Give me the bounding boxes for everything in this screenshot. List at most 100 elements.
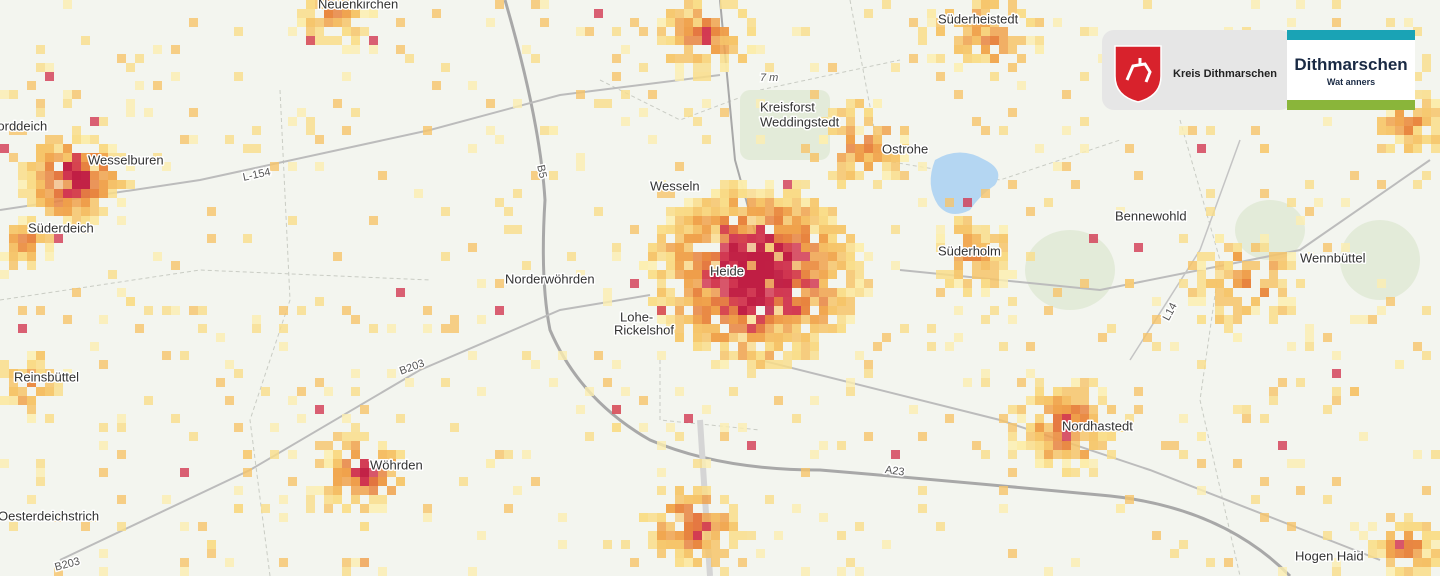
density-cell [738,54,747,63]
density-cell [45,369,54,378]
density-cell [765,360,774,369]
density-cell [612,405,621,414]
density-cell [612,252,621,261]
density-cell [954,306,963,315]
density-cell [81,198,90,207]
density-cell [333,36,342,45]
place-label: Süderdeich [28,220,94,235]
density-cell [1179,234,1188,243]
density-cell [351,495,360,504]
density-cell [1017,9,1026,18]
density-cell [1332,18,1341,27]
density-cell [279,558,288,567]
density-cell [27,252,36,261]
density-cell [729,531,738,540]
density-cell [9,261,18,270]
density-cell [36,387,45,396]
density-cell [81,216,90,225]
density-cell [63,180,72,189]
density-cell [756,99,765,108]
density-cell [657,468,666,477]
density-cell [72,126,81,135]
density-cell [1413,27,1422,36]
density-cell [0,396,9,405]
density-cell [324,459,333,468]
density-cell [117,522,126,531]
density-cell [756,279,765,288]
density-cell [828,117,837,126]
density-cell [360,522,369,531]
density-cell [1431,450,1440,459]
density-cell [1269,315,1278,324]
density-cell [711,189,720,198]
density-cell [999,504,1008,513]
density-cell [108,189,117,198]
place-label: Norddeich [0,118,47,133]
density-cell [693,315,702,324]
density-cell [738,270,747,279]
density-cell [936,27,945,36]
density-cell [855,351,864,360]
density-cell [819,297,828,306]
density-cell [1179,540,1188,549]
density-cell [729,0,738,9]
density-cell [720,198,729,207]
density-cell [369,495,378,504]
density-cell [675,432,684,441]
density-cell [792,270,801,279]
density-cell [252,315,261,324]
density-cell [990,0,999,9]
density-cell [819,216,828,225]
density-cell [531,171,540,180]
place-label: Wesseln [650,178,700,193]
density-cell [1269,261,1278,270]
density-cell [126,108,135,117]
density-cell [153,153,162,162]
density-cell [522,450,531,459]
density-cell [999,279,1008,288]
density-cell [810,315,819,324]
density-cell [90,153,99,162]
density-cell [774,306,783,315]
density-cell [0,252,9,261]
density-cell [1026,432,1035,441]
density-cell [846,126,855,135]
density-cell [99,162,108,171]
density-cell [837,567,846,576]
density-cell [666,216,675,225]
density-cell [873,153,882,162]
density-cell [783,306,792,315]
density-cell [1359,432,1368,441]
density-cell [981,288,990,297]
density-cell [972,117,981,126]
density-cell [693,54,702,63]
density-cell [27,171,36,180]
density-cell [1170,549,1179,558]
density-cell [387,324,396,333]
density-cell [45,414,54,423]
density-cell [756,315,765,324]
density-cell [1251,0,1260,9]
density-cell [1215,234,1224,243]
density-cell [1044,306,1053,315]
density-cell [1251,495,1260,504]
density-cell [477,279,486,288]
density-cell [1071,423,1080,432]
density-cell [1332,387,1341,396]
density-cell [369,486,378,495]
density-cell [180,468,189,477]
density-cell [360,504,369,513]
density-cell [711,225,720,234]
density-cell [711,549,720,558]
density-cell [36,144,45,153]
density-cell [702,540,711,549]
density-cell [1242,270,1251,279]
density-cell [666,18,675,27]
density-cell [27,495,36,504]
density-cell [846,261,855,270]
density-cell [486,126,495,135]
density-cell [810,225,819,234]
density-cell [36,477,45,486]
density-cell [1422,135,1431,144]
density-cell [180,135,189,144]
